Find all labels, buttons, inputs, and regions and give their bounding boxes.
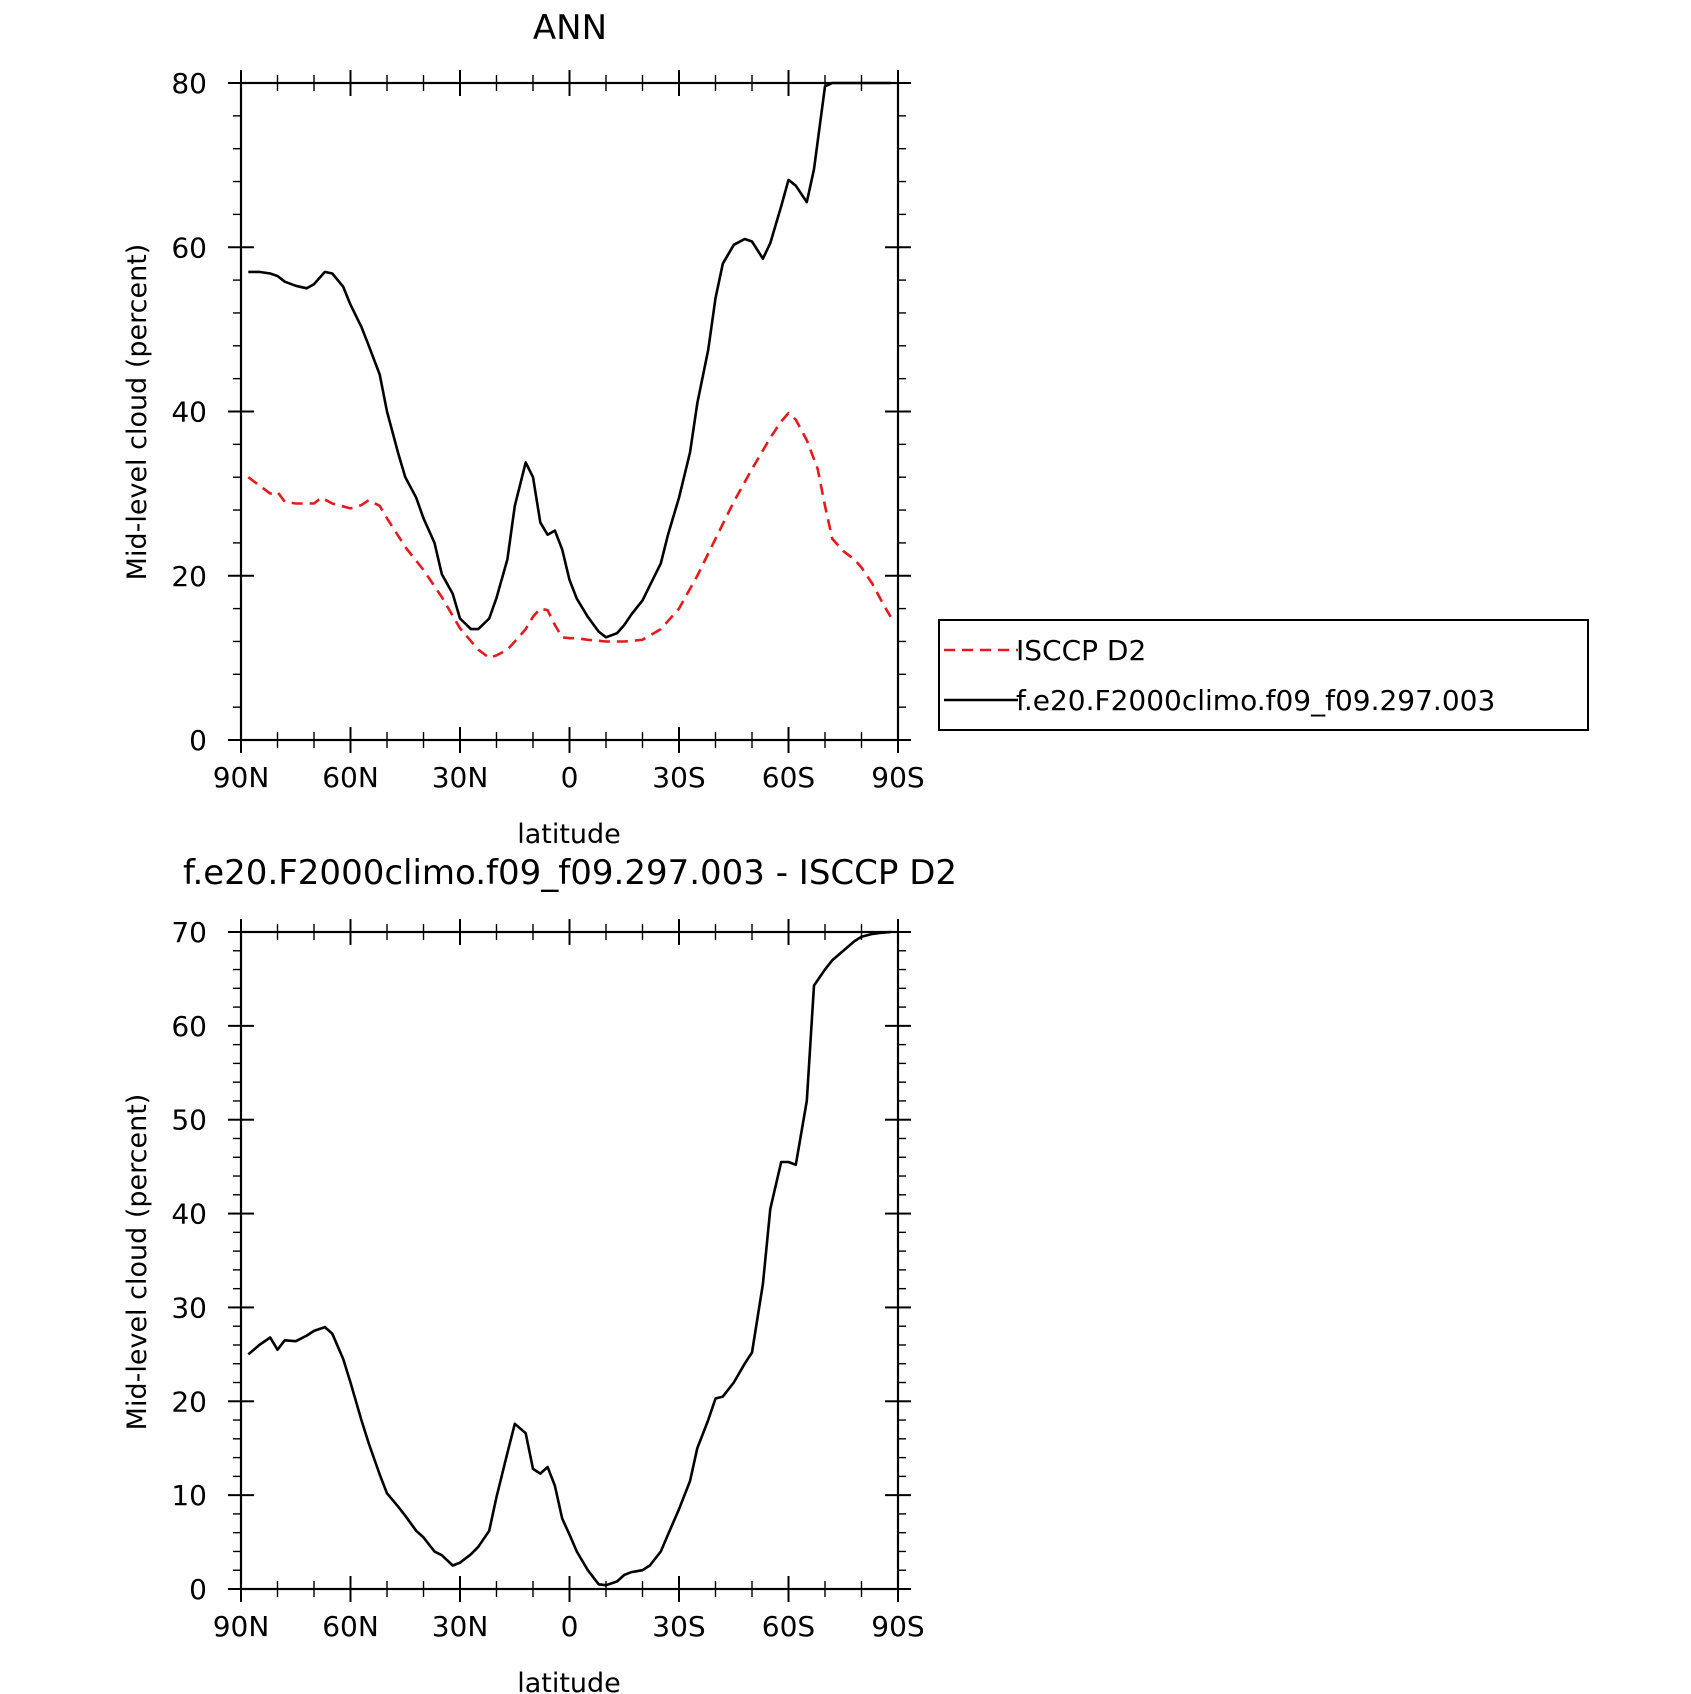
y-tick-label: 60: [171, 231, 207, 264]
axes-ticks: [228, 70, 911, 753]
x-tick-label: 30N: [432, 761, 489, 794]
panel-title: ANN: [533, 8, 607, 48]
series-line: [248, 81, 891, 639]
y-tick-label: 60: [171, 1010, 207, 1043]
y-tick-label: 20: [171, 560, 207, 593]
y-tick-label: 0: [189, 1573, 207, 1606]
y-tick-label: 50: [171, 1104, 207, 1137]
top-panel: ANN 90N 60N 30N 0 30S 60S 90S 0 20 40 60 80 latitud…: [122, 8, 925, 850]
legend-label-isccp: ISCCP D2: [1016, 634, 1146, 667]
panel-title: f.e20.F2000climo.f09_f09.297.003 - ISCCP…: [183, 853, 957, 893]
x-tick-label: 30S: [652, 761, 705, 794]
x-tick-label: 60S: [762, 1610, 815, 1643]
x-tick-label: 30S: [652, 1610, 705, 1643]
x-tick-label: 90N: [213, 761, 270, 794]
y-tick-label: 0: [189, 724, 207, 757]
plot-frame: [239, 930, 900, 1591]
bottom-panel: f.e20.F2000climo.f09_f09.297.003 - ISCCP…: [122, 853, 957, 1694]
legend-label-model: f.e20.F2000climo.f09_f09.297.003: [1016, 684, 1495, 717]
y-tick-label: 10: [171, 1479, 207, 1512]
x-tick-label: 0: [561, 761, 579, 794]
tick-labels: 90N 60N 30N 0 30S 60S 90S 0 10 20 30 40 50 60 70: [171, 916, 924, 1643]
y-tick-label: 70: [171, 916, 207, 949]
legend-box: [938, 619, 1589, 731]
x-tick-label: 0: [561, 1610, 579, 1643]
y-axis-label: Mid-level cloud (percent): [122, 1094, 153, 1431]
y-tick-label: 40: [171, 1198, 207, 1231]
plot-frame: [239, 81, 900, 742]
x-axis-label: latitude: [517, 819, 621, 850]
x-axis-label: latitude: [517, 1668, 621, 1694]
series-line: [247, 930, 891, 1587]
series-line: [247, 411, 892, 660]
series-lines: [247, 930, 891, 1587]
x-tick-label: 60N: [322, 1610, 379, 1643]
legend: ISCCP D2 f.e20.F2000climo.f09_f09.297.00…: [938, 619, 1589, 731]
x-tick-label: 90S: [871, 761, 924, 794]
x-tick-label: 90S: [871, 1610, 924, 1643]
x-tick-label: 60S: [762, 761, 815, 794]
x-tick-label: 30N: [432, 1610, 489, 1643]
y-tick-label: 30: [171, 1291, 207, 1324]
y-tick-label: 20: [171, 1385, 207, 1418]
y-axis-label: Mid-level cloud (percent): [122, 244, 153, 581]
x-tick-label: 90N: [213, 1610, 270, 1643]
x-tick-label: 60N: [322, 761, 379, 794]
axes-ticks: [228, 919, 911, 1602]
y-tick-label: 80: [171, 67, 207, 100]
y-tick-label: 40: [171, 396, 207, 429]
tick-labels: 90N 60N 30N 0 30S 60S 90S 0 20 40 60 80: [171, 67, 924, 794]
series-lines: [247, 81, 892, 660]
